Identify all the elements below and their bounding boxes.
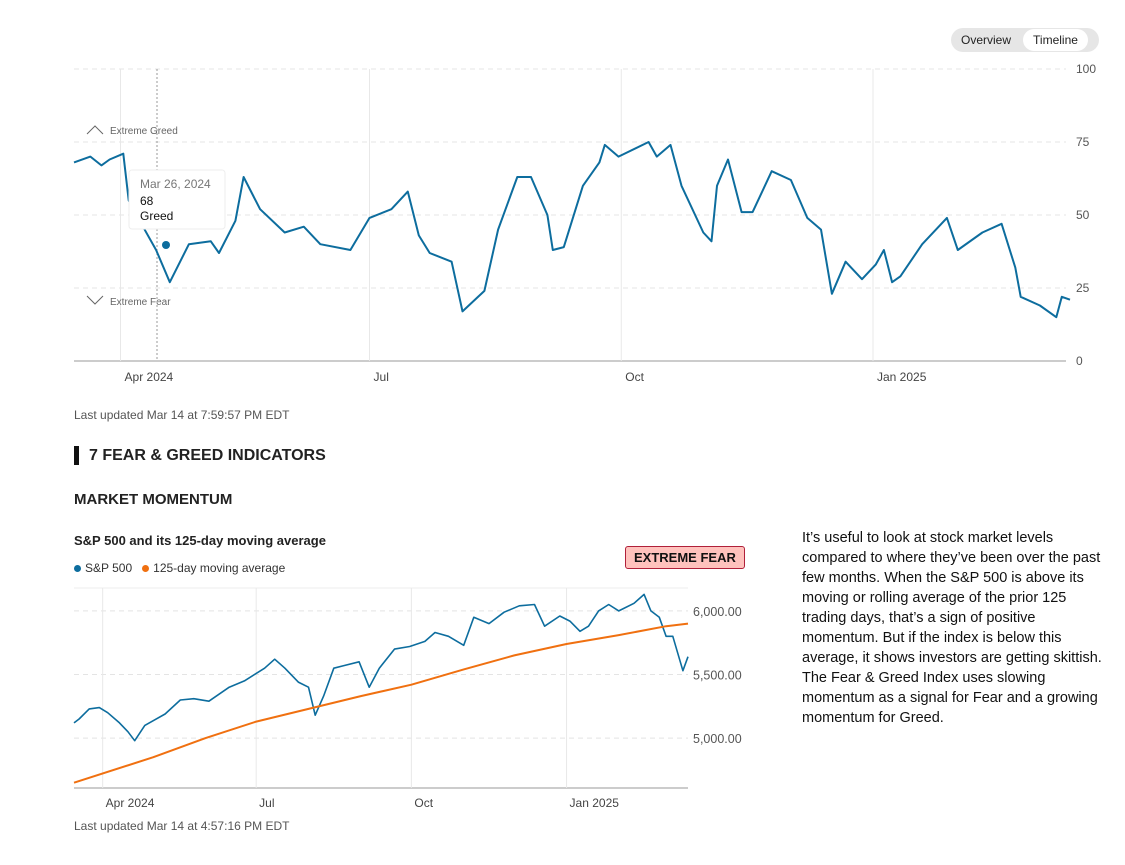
chevron-up-icon: [86, 125, 104, 135]
indicator-title: MARKET MOMENTUM: [74, 491, 233, 508]
y-tick-label: 0: [1076, 354, 1083, 368]
extreme-greed-label: Extreme Greed: [110, 126, 178, 137]
tooltip-value: 68: [140, 194, 154, 208]
y-tick-label: 50: [1076, 208, 1090, 222]
chevron-down-icon: [86, 295, 104, 305]
legend-dot-icon: [74, 565, 81, 572]
indicator-description: It’s useful to look at stock market leve…: [802, 530, 1102, 726]
extreme-fear-label: Extreme Fear: [110, 297, 171, 308]
main-chart-updated: Last updated Mar 14 at 7:59:57 PM EDT: [74, 408, 290, 422]
moving-average-line: [73, 622, 689, 784]
x-tick-label: Apr 2024: [106, 796, 155, 810]
indicator-chart-title: S&P 500 and its 125-day moving average: [74, 533, 326, 548]
fear-greed-line: [73, 141, 1071, 319]
legend-dot-icon: [142, 565, 150, 572]
y-tick-label: 75: [1076, 135, 1090, 149]
legend-sp500: S&P 500: [74, 561, 132, 575]
y-tick-label: 100: [1076, 62, 1096, 76]
view-toggle: Overview Timeline: [951, 28, 1099, 52]
x-tick-label: Oct: [414, 796, 433, 810]
tooltip-rating: Greed: [140, 209, 173, 223]
sp500-momentum-chart: 5,000.00 5,500.00 6,000.00 Apr 2024 Jul Oct Ja…: [73, 587, 742, 810]
y-tick-label: 25: [1076, 281, 1090, 295]
tooltip-box: [128, 169, 226, 230]
overview-tab[interactable]: Overview: [961, 33, 1012, 47]
x-tick-label: Apr 2024: [125, 370, 174, 384]
indicator-updated: Last updated Mar 14 at 4:57:16 PM EDT: [74, 819, 290, 833]
x-tick-label: Jul: [374, 370, 389, 384]
legend-label: 125-day moving average: [153, 561, 286, 575]
chart-legend: S&P 500 125-day moving average: [74, 561, 285, 575]
x-tick-label: Jan 2025: [877, 370, 927, 384]
hover-point: [162, 241, 170, 249]
x-tick-label: Jan 2025: [570, 796, 620, 810]
x-tick-label: Oct: [625, 370, 644, 384]
timeline-tab[interactable]: Timeline: [1023, 29, 1088, 51]
sp500-line: [73, 593, 689, 742]
x-tick-label: Jul: [259, 796, 274, 810]
section-title: 7 FEAR & GREED INDICATORS: [74, 446, 326, 465]
y-tick-label: 6,000.00: [693, 605, 742, 619]
y-tick-label: 5,000.00: [693, 732, 742, 746]
y-tick-label: 5,500.00: [693, 669, 742, 683]
legend-ma: 125-day moving average: [142, 561, 285, 575]
rating-badge: EXTREME FEAR: [625, 546, 745, 569]
tooltip-date: Mar 26, 2024: [140, 177, 211, 191]
legend-label: S&P 500: [85, 561, 133, 575]
fear-greed-timeline-chart: 0 25 50 75 100 Apr 2024 Jul Oct Jan 2025 Extreme …: [73, 62, 1096, 384]
